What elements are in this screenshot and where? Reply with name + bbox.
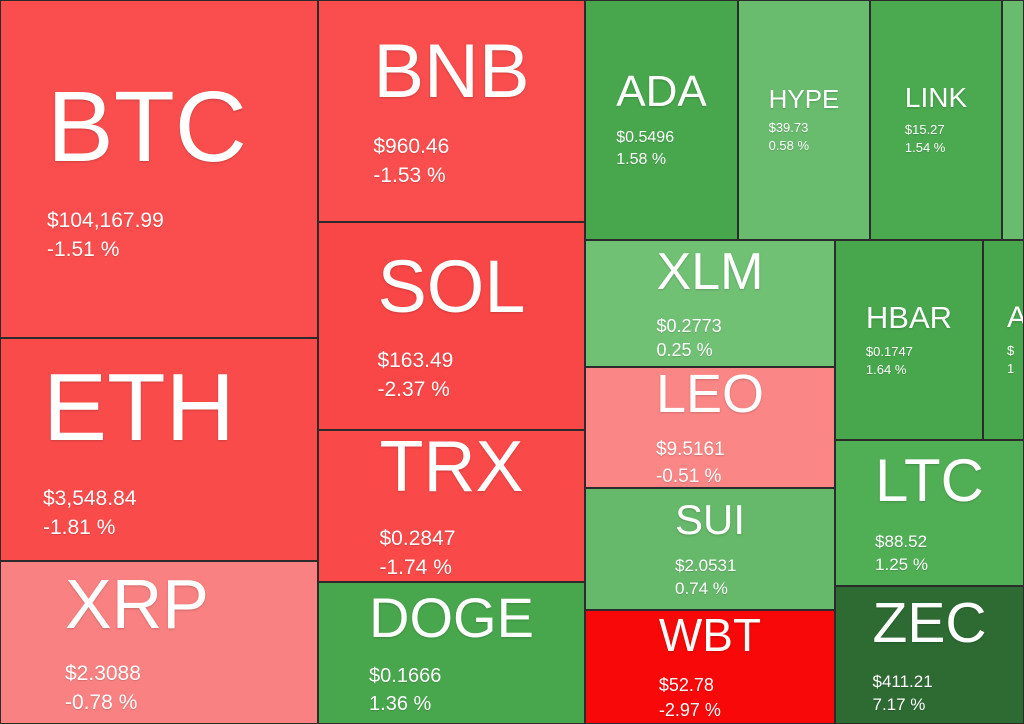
doge-symbol: DOGE	[369, 585, 534, 649]
link-change: 1.54 %	[904, 139, 946, 155]
hbar-change: 1.64 %	[865, 361, 907, 377]
ada-price: $0.5496	[616, 129, 675, 147]
ltc-price: $88.52	[875, 531, 928, 551]
partial-a-price: $	[1007, 343, 1015, 359]
bnb-symbol: BNB	[373, 29, 530, 115]
hype-change: 0.58 %	[768, 138, 810, 154]
tile-partial-a[interactable]: A $ 1	[983, 240, 1024, 440]
tile-partial-top-right[interactable]	[1002, 0, 1024, 240]
link-price: $15.27	[904, 121, 945, 137]
hbar-price: $0.1747	[865, 343, 913, 359]
tile-sol[interactable]: SOL $163.49 -2.37 %	[318, 222, 585, 430]
tile-xlm[interactable]: XLM $0.2773 0.25 %	[585, 240, 835, 367]
xlm-change: 0.25 %	[656, 340, 713, 361]
leo-change: -0.51 %	[655, 465, 722, 487]
doge-change: 1.36 %	[369, 692, 432, 715]
xrp-price: $2.3088	[65, 662, 141, 686]
ltc-change: 1.25 %	[875, 555, 928, 575]
bnb-content: BNB $960.46 -1.53 %	[373, 31, 529, 191]
eth-price: $3,548.84	[43, 486, 137, 510]
ltc-content: LTC $88.52 1.25 %	[875, 449, 984, 576]
wbt-price: $52.78	[658, 674, 714, 695]
tile-hbar[interactable]: HBAR $0.1747 1.64 %	[835, 240, 983, 440]
sui-price: $2.0531	[674, 555, 737, 575]
tile-bnb[interactable]: BNB $960.46 -1.53 %	[318, 0, 585, 222]
hype-symbol: HYPE	[768, 83, 840, 114]
link-symbol: LINK	[904, 82, 968, 114]
hbar-symbol: HBAR	[865, 300, 953, 336]
bnb-price: $960.46	[373, 134, 450, 158]
btc-price: $104,167.99	[47, 209, 164, 233]
leo-price: $9.5161	[655, 439, 725, 461]
trx-change: -1.74 %	[379, 556, 452, 580]
wbt-symbol: WBT	[658, 610, 762, 662]
xlm-content: XLM $0.2773 0.25 %	[657, 244, 764, 363]
sol-price: $163.49	[377, 348, 454, 372]
tile-xrp[interactable]: XRP $2.3088 -0.78 %	[0, 561, 318, 724]
tile-ada[interactable]: ADA $0.5496 1.58 %	[585, 0, 738, 240]
eth-symbol: ETH	[43, 354, 235, 462]
tile-btc[interactable]: BTC $104,167.99 -1.51 %	[0, 0, 318, 338]
xrp-content: XRP $2.3088 -0.78 %	[65, 564, 209, 719]
tile-leo[interactable]: LEO $9.5161 -0.51 %	[585, 367, 835, 488]
leo-content: LEO $9.5161 -0.51 %	[655, 367, 765, 487]
wbt-change: -2.97 %	[658, 699, 721, 720]
link-content: LINK $15.27 1.54 %	[905, 83, 967, 156]
sol-change: -2.37 %	[377, 377, 450, 401]
ltc-symbol: LTC	[875, 447, 984, 515]
btc-content: BTC $104,167.99 -1.51 %	[47, 73, 247, 265]
tile-zec[interactable]: ZEC $411.21 7.17 %	[835, 586, 1024, 724]
trx-symbol: TRX	[379, 430, 524, 507]
leo-symbol: LEO	[655, 367, 765, 425]
partial-a-content: A $ 1	[1007, 301, 1023, 378]
sui-symbol: SUI	[674, 496, 745, 544]
eth-change: -1.81 %	[43, 515, 116, 539]
eth-content: ETH $3,548.84 -1.81 %	[43, 356, 235, 543]
trx-price: $0.2847	[379, 527, 456, 551]
tile-sui[interactable]: SUI $2.0531 0.74 %	[585, 488, 835, 610]
btc-symbol: BTC	[47, 71, 247, 184]
zec-symbol: ZEC	[872, 591, 987, 656]
hbar-content: HBAR $0.1747 1.64 %	[866, 301, 952, 378]
bnb-change: -1.53 %	[373, 163, 446, 187]
wbt-content: WBT $52.78 -2.97 %	[659, 611, 761, 722]
partial-a-change: 1	[1007, 361, 1015, 377]
tile-hype[interactable]: HYPE $39.73 0.58 %	[738, 0, 870, 240]
trx-content: TRX $0.2847 -1.74 %	[379, 430, 524, 581]
sui-content: SUI $2.0531 0.74 %	[675, 497, 745, 600]
tile-link[interactable]: LINK $15.27 1.54 %	[870, 0, 1002, 240]
partial-a-symbol: A	[1007, 301, 1023, 334]
doge-price: $0.1666	[369, 664, 442, 687]
btc-change: -1.51 %	[47, 238, 120, 261]
xlm-symbol: XLM	[656, 242, 764, 301]
tile-eth[interactable]: ETH $3,548.84 -1.81 %	[0, 338, 318, 561]
ada-change: 1.58 %	[616, 151, 667, 169]
zec-change: 7.17 %	[872, 695, 926, 715]
tile-ltc[interactable]: LTC $88.52 1.25 %	[835, 440, 1024, 586]
hype-content: HYPE $39.73 0.58 %	[769, 85, 840, 156]
zec-price: $411.21	[872, 671, 933, 691]
sui-change: 0.74 %	[674, 579, 728, 599]
tile-trx[interactable]: TRX $0.2847 -1.74 %	[318, 430, 585, 582]
tile-wbt[interactable]: WBT $52.78 -2.97 %	[585, 610, 835, 724]
xrp-change: -0.78 %	[65, 691, 138, 715]
doge-content: DOGE $0.1666 1.36 %	[369, 585, 534, 718]
xrp-symbol: XRP	[65, 564, 209, 643]
hype-price: $39.73	[768, 120, 809, 136]
sol-symbol: SOL	[377, 245, 526, 329]
ada-content: ADA $0.5496 1.58 %	[616, 68, 706, 171]
xlm-price: $0.2773	[656, 315, 722, 336]
ada-symbol: ADA	[616, 67, 707, 117]
zec-content: ZEC $411.21 7.17 %	[873, 593, 987, 716]
sol-content: SOL $163.49 -2.37 %	[377, 247, 525, 404]
tile-doge[interactable]: DOGE $0.1666 1.36 %	[318, 582, 585, 724]
